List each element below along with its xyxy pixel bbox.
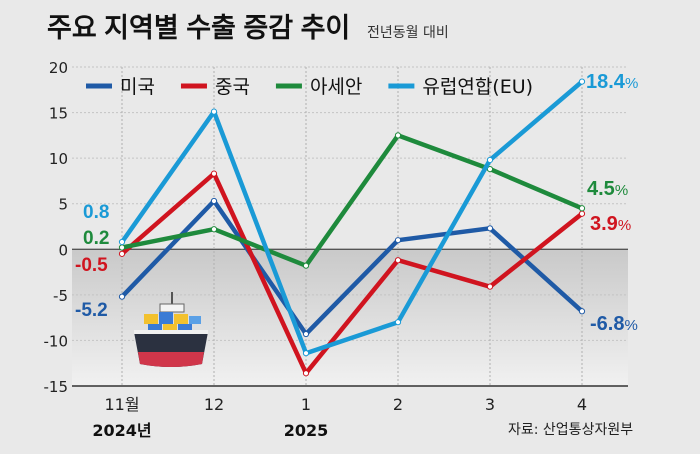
container-ship-icon bbox=[134, 292, 208, 367]
data-label-eu-start: 0.8 bbox=[83, 202, 109, 223]
chart-title: 주요 지역별 수출 증감 추이 bbox=[47, 13, 350, 43]
point-china bbox=[118, 250, 126, 257]
point-china bbox=[578, 210, 586, 217]
source-note: 자료: 산업통상자원부 bbox=[508, 422, 633, 438]
y-axis: 20 15 10 5 0 -5 -10 -15 bbox=[44, 59, 69, 396]
data-label-us-start: -5.2 bbox=[75, 300, 108, 321]
legend-label-china: 중국 bbox=[215, 76, 250, 98]
data-label-us-end: -6.8% bbox=[590, 313, 638, 335]
point-asean bbox=[302, 262, 310, 269]
data-label-china-end: 3.9% bbox=[590, 213, 631, 235]
point-eu bbox=[118, 238, 126, 246]
point-china bbox=[394, 257, 402, 264]
data-label-eu-end: 18.4% bbox=[586, 71, 638, 93]
point-asean bbox=[578, 205, 586, 212]
x-year-label: 2025 bbox=[284, 421, 329, 440]
point-us bbox=[394, 237, 402, 244]
data-labels: 0.8 0.2 -0.5 -5.2 18.4% 4.5% 3.9% -6.8% bbox=[75, 71, 638, 335]
point-eu bbox=[302, 350, 310, 357]
point-us bbox=[486, 225, 494, 232]
point-us bbox=[578, 308, 586, 315]
point-china bbox=[302, 370, 310, 377]
data-label-asean-end: 4.5% bbox=[587, 178, 628, 200]
legend-label-us: 미국 bbox=[120, 76, 155, 98]
point-us bbox=[118, 293, 126, 300]
point-asean bbox=[210, 226, 218, 233]
point-china bbox=[210, 170, 218, 177]
y-tick-label: 5 bbox=[58, 196, 68, 214]
point-asean bbox=[394, 132, 402, 139]
series-line-china bbox=[119, 171, 585, 376]
x-tick-label: 2 bbox=[393, 395, 403, 414]
point-asean bbox=[118, 244, 126, 251]
y-tick-label: 10 bbox=[49, 150, 68, 168]
y-tick-label: 20 bbox=[49, 59, 68, 77]
y-tick-label: -10 bbox=[44, 332, 69, 350]
y-tick-label: -15 bbox=[44, 378, 69, 396]
x-tick-label: 12 bbox=[204, 395, 224, 414]
point-eu bbox=[578, 78, 586, 85]
legend: 미국 중국 아세안 유럽연합(EU) bbox=[86, 76, 533, 98]
x-tick-label: 4 bbox=[577, 395, 587, 414]
point-eu bbox=[210, 108, 218, 115]
chart-subtitle: 전년동월 대비 bbox=[367, 25, 449, 41]
y-tick-label: 0 bbox=[58, 241, 68, 259]
series-line-eu bbox=[119, 79, 585, 356]
point-china bbox=[486, 283, 494, 290]
x-tick-label: 11월 bbox=[104, 395, 139, 414]
series-line-us bbox=[119, 198, 585, 337]
y-tick-label: 15 bbox=[49, 105, 68, 123]
data-label-asean-start: 0.2 bbox=[83, 228, 109, 249]
legend-label-eu: 유럽연합(EU) bbox=[422, 76, 533, 98]
data-label-china-start: -0.5 bbox=[75, 255, 108, 276]
x-tick-label: 3 bbox=[485, 395, 495, 414]
point-us bbox=[302, 330, 310, 338]
series-line-asean bbox=[119, 133, 585, 268]
legend-label-asean: 아세안 bbox=[310, 76, 362, 98]
y-tick-label: -5 bbox=[53, 287, 68, 305]
x-tick-label: 1 bbox=[301, 395, 311, 414]
point-eu bbox=[394, 319, 402, 326]
x-year-label: 2024년 bbox=[92, 421, 151, 440]
point-eu bbox=[486, 156, 494, 164]
series-lines bbox=[118, 78, 586, 377]
point-us bbox=[210, 197, 218, 205]
